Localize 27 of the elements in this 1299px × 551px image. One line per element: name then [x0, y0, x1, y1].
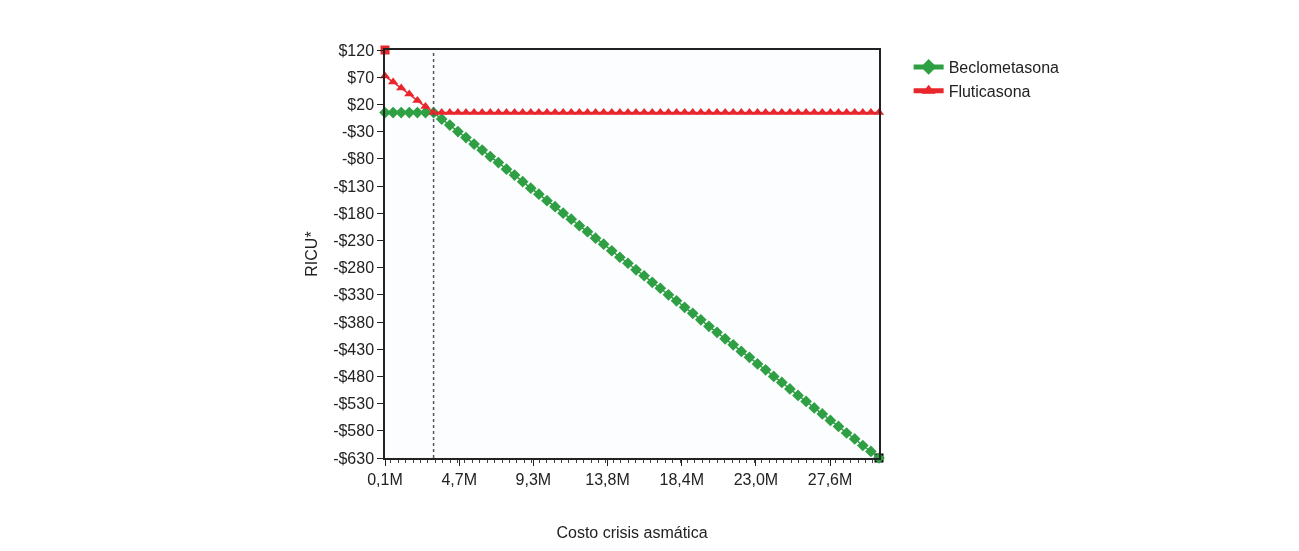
- y-tick-label: -$280: [333, 259, 375, 277]
- y-tick-label: -$630: [333, 449, 375, 467]
- x-tick-label: 13,8M: [585, 470, 630, 488]
- y-tick-label: -$30: [342, 123, 375, 141]
- x-tick-label: 4,7M: [441, 470, 477, 488]
- y-tick-label: -$580: [333, 422, 375, 440]
- y-axis-title: RICU*: [302, 231, 320, 277]
- legend-label: Fluticasona: [948, 82, 1031, 100]
- y-tick-label: -$330: [333, 286, 375, 304]
- y-tick-label: -$480: [333, 368, 375, 385]
- y-tick-label: -$430: [333, 340, 375, 358]
- legend-label: Beclometasona: [948, 59, 1060, 77]
- x-tick-label: 9,3M: [515, 470, 552, 488]
- x-tick-label: 27,6M: [807, 470, 853, 488]
- y-tick-label: $120: [338, 41, 375, 59]
- y-tick-label: -$530: [333, 395, 375, 413]
- y-tick-label: $20: [347, 96, 375, 113]
- y-tick-label: $70: [347, 68, 375, 86]
- x-tick-label: 0,1M: [367, 470, 403, 488]
- x-tick-label: 18,4M: [659, 470, 704, 488]
- y-tick-label: -$180: [333, 204, 375, 222]
- x-tick-label: 23,0M: [733, 470, 779, 488]
- y-tick-label: -$230: [333, 232, 375, 249]
- x-axis-title: Costo crisis asmática: [556, 524, 708, 542]
- y-tick-label: -$80: [342, 150, 375, 168]
- y-tick-label: -$130: [333, 177, 375, 195]
- y-tick-label: -$380: [333, 313, 375, 331]
